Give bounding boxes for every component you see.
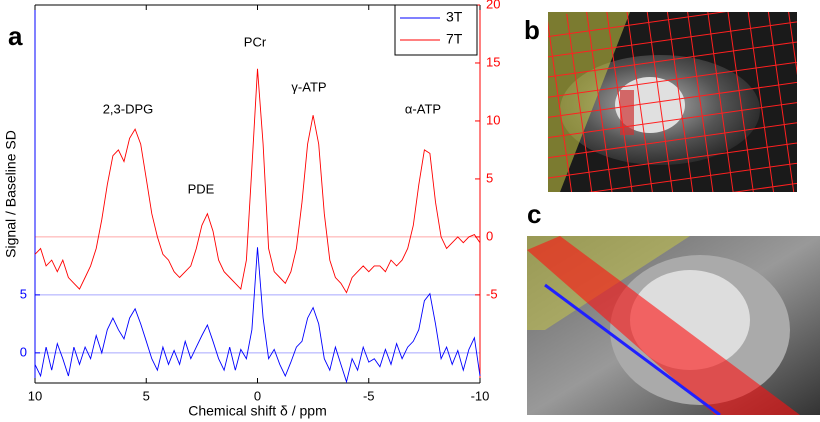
peak-label: PCr: [244, 34, 267, 49]
x-tick-label: -10: [471, 388, 490, 403]
y-tick-label: 0: [20, 344, 27, 359]
panel-label: b: [524, 15, 540, 45]
spectrum-line: [34, 68, 481, 294]
peak-label: PDE: [188, 181, 215, 196]
x-tick-label: 0: [254, 388, 261, 403]
y-tick-label: 5: [20, 286, 27, 301]
peak-label: 2,3-DPG: [103, 101, 154, 116]
x-tick-label: 5: [143, 388, 150, 403]
y2-tick-label: 15: [486, 54, 500, 69]
panel-label: c: [527, 199, 541, 229]
x-tick-label: 10: [28, 388, 42, 403]
legend-label: 3T: [446, 9, 463, 25]
mri-image-c: [527, 236, 820, 415]
spectrum-line: [34, 247, 481, 384]
legend-label: 7T: [446, 31, 463, 47]
y2-tick-label: 0: [486, 228, 493, 243]
y2-tick-label: -5: [486, 286, 498, 301]
peak-label: α-ATP: [405, 101, 441, 116]
x-tick-label: -5: [363, 388, 375, 403]
y-axis-label: Signal / Baseline SD: [3, 130, 19, 258]
mri-image-b: [548, 12, 797, 192]
y2-tick-label: 20: [486, 0, 500, 11]
legend: [394, 4, 478, 56]
x-axis-label: Chemical shift δ / ppm: [188, 403, 327, 419]
peak-label: γ-ATP: [291, 79, 326, 94]
y2-tick-label: 10: [486, 112, 500, 127]
y2-tick-label: 5: [486, 170, 493, 185]
panel-label: a: [8, 21, 23, 51]
